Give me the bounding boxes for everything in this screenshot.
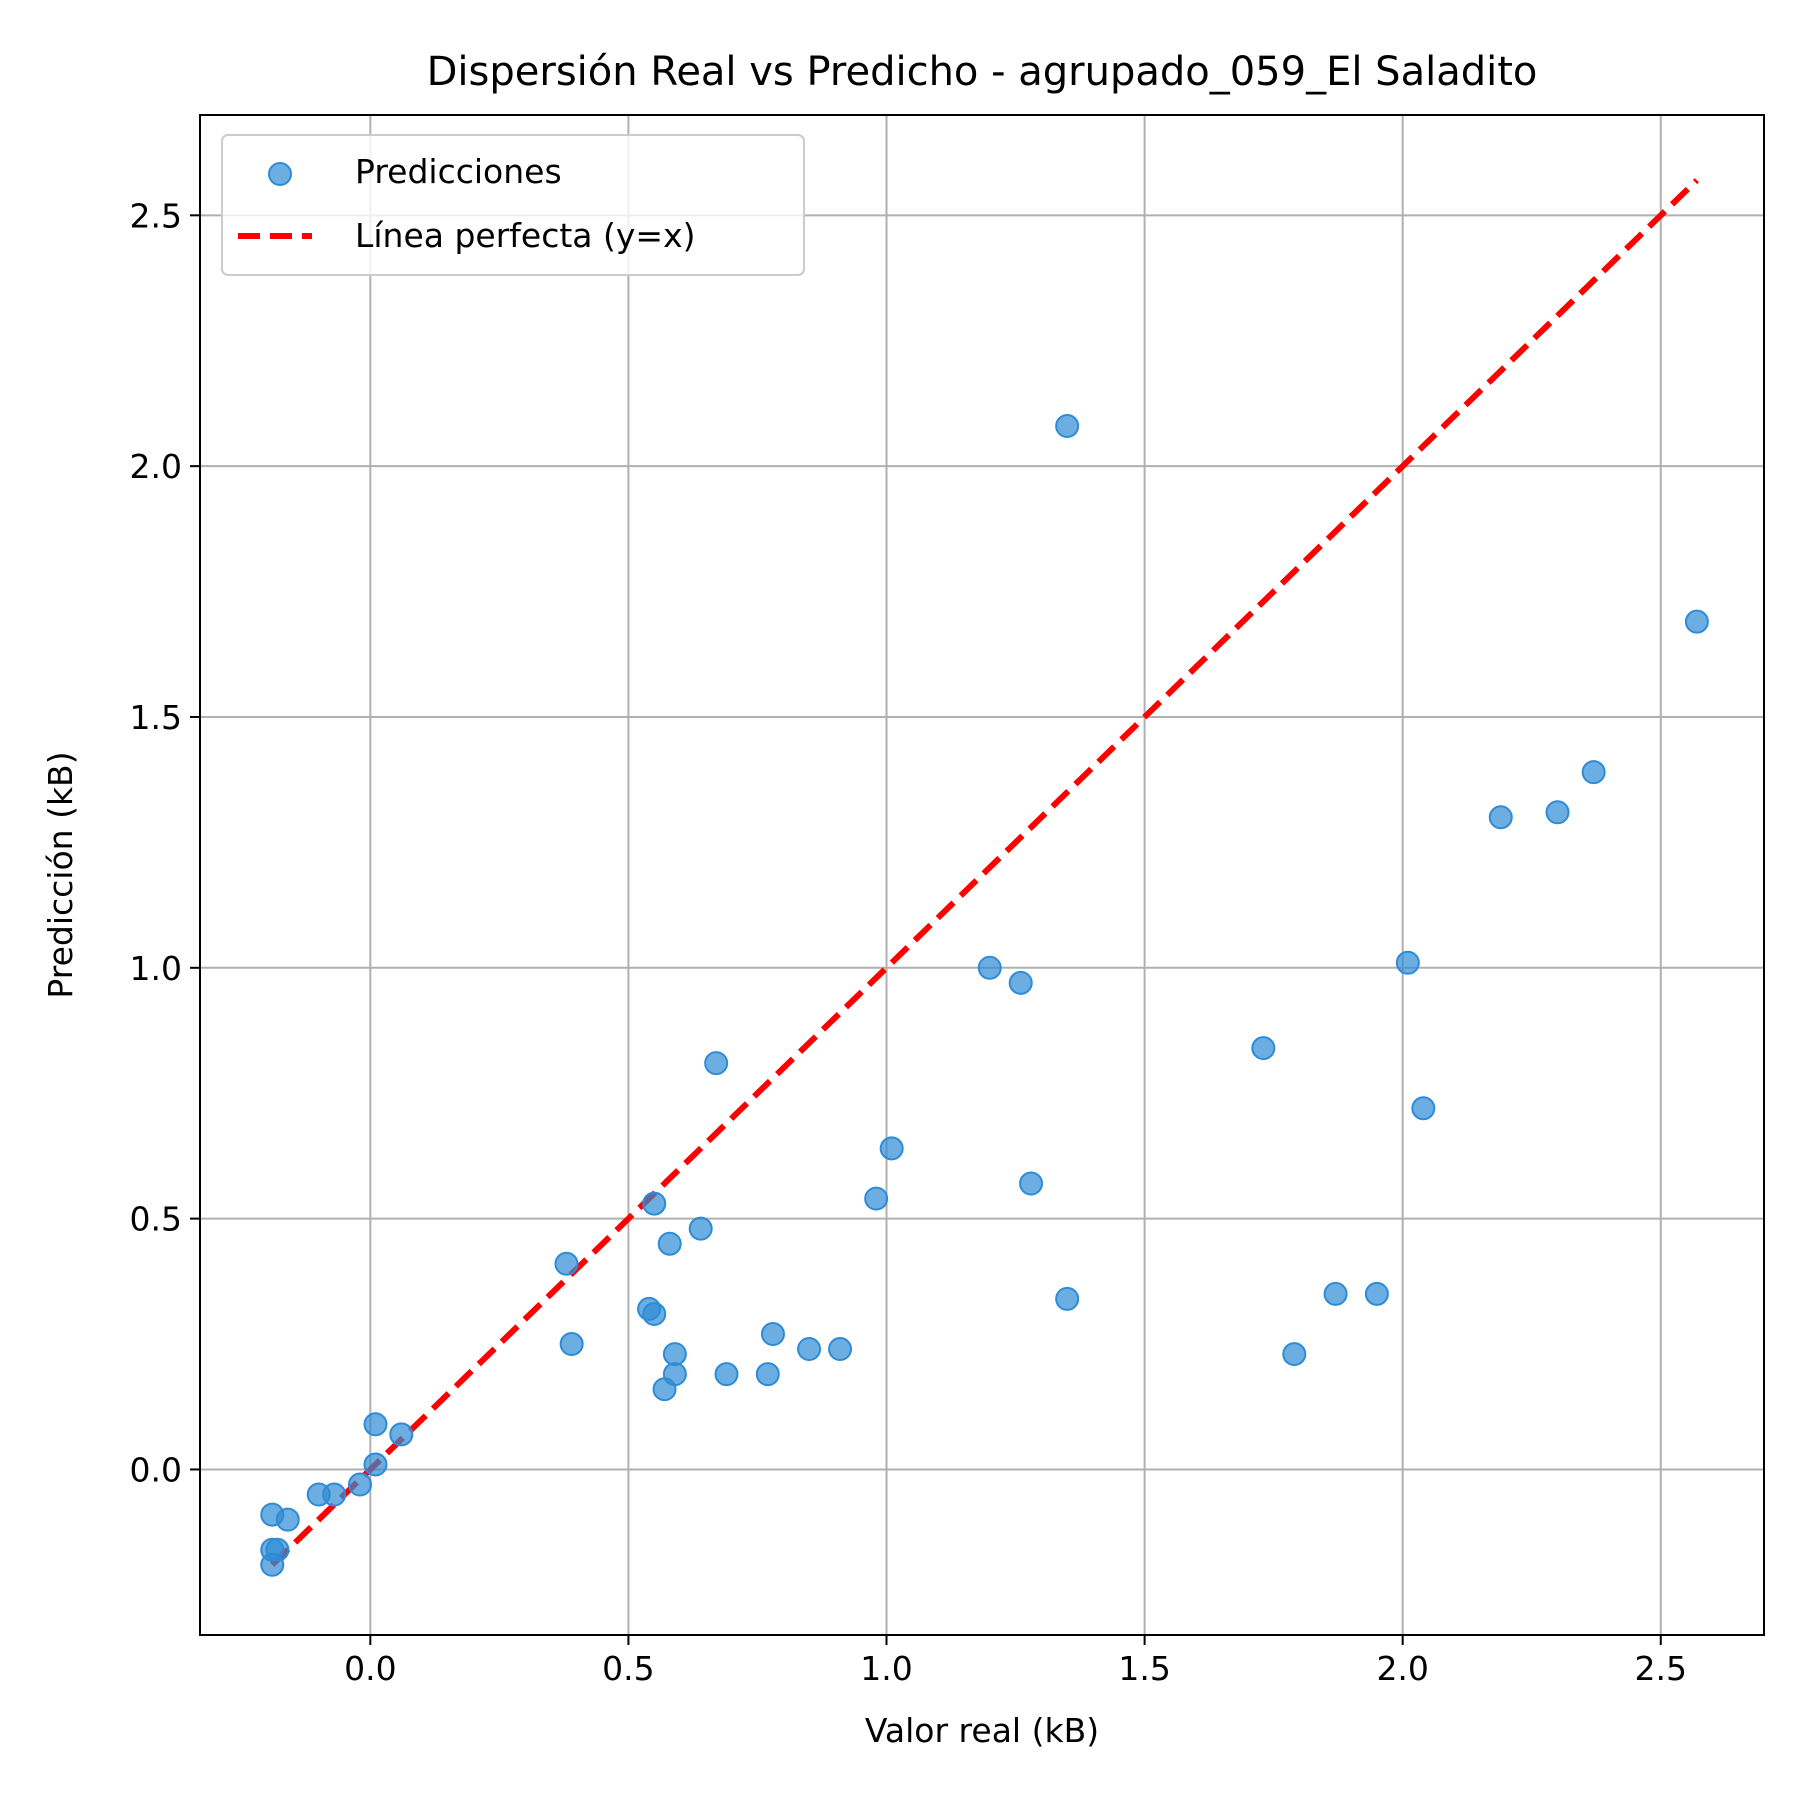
- data-point: [1364, 1281, 1389, 1306]
- data-point: [265, 1537, 290, 1562]
- data-point: [322, 1482, 347, 1507]
- y-tick-label: 1.5: [130, 698, 182, 737]
- y-tick-label: 2.0: [130, 447, 182, 486]
- data-point: [559, 1332, 584, 1357]
- y-tick-label: 1.0: [130, 949, 182, 988]
- data-point: [1545, 800, 1570, 825]
- data-point: [755, 1362, 780, 1387]
- data-point: [1055, 414, 1080, 439]
- data-point: [977, 955, 1002, 980]
- legend-marker-predicciones: [268, 162, 292, 186]
- x-axis-title: Valor real (kB): [865, 1711, 1099, 1750]
- x-tick-label: 0.5: [602, 1649, 654, 1688]
- legend-label-linea: Línea perfecta (y=x): [355, 216, 695, 255]
- data-point: [275, 1507, 300, 1532]
- data-point: [389, 1422, 414, 1447]
- perfect-line: [270, 178, 1699, 1567]
- y-axis-title: Predicción (kB): [41, 751, 80, 998]
- legend-box: [221, 134, 805, 276]
- data-point: [662, 1342, 687, 1367]
- data-point: [363, 1452, 388, 1477]
- data-point: [714, 1362, 739, 1387]
- data-point: [642, 1301, 667, 1326]
- data-point: [864, 1186, 889, 1211]
- data-point: [348, 1472, 373, 1497]
- legend-label-predicciones: Predicciones: [355, 152, 562, 191]
- data-point: [1488, 805, 1513, 830]
- data-point: [1581, 760, 1606, 785]
- chart-title: Dispersión Real vs Predicho - agrupado_0…: [427, 49, 1538, 95]
- data-point: [1055, 1286, 1080, 1311]
- x-tick-label: 2.0: [1376, 1649, 1428, 1688]
- series-group: [260, 178, 1709, 1577]
- y-tick-label: 0.5: [130, 1200, 182, 1239]
- data-point: [363, 1412, 388, 1437]
- data-point: [1684, 609, 1709, 634]
- data-point: [1019, 1171, 1044, 1196]
- data-point: [1395, 950, 1420, 975]
- data-point: [662, 1362, 687, 1387]
- data-point: [688, 1216, 713, 1241]
- data-point: [760, 1322, 785, 1347]
- data-point: [797, 1337, 822, 1362]
- x-tick-label: 0.0: [344, 1649, 396, 1688]
- data-point: [879, 1136, 904, 1161]
- x-tick-label: 1.5: [1118, 1649, 1170, 1688]
- data-point: [642, 1191, 667, 1216]
- x-tick-label: 1.0: [860, 1649, 912, 1688]
- axes-frame: [199, 114, 1765, 1636]
- y-tick-label: 0.0: [130, 1450, 182, 1489]
- data-point: [704, 1051, 729, 1076]
- data-point: [1282, 1342, 1307, 1367]
- data-point: [1411, 1096, 1436, 1121]
- data-point: [1008, 970, 1033, 995]
- data-point: [657, 1231, 682, 1256]
- data-point: [554, 1251, 579, 1276]
- y-tick-label: 2.5: [130, 196, 182, 235]
- data-point: [1323, 1281, 1348, 1306]
- data-point: [1251, 1036, 1276, 1061]
- data-point: [828, 1337, 853, 1362]
- x-tick-label: 2.5: [1635, 1649, 1687, 1688]
